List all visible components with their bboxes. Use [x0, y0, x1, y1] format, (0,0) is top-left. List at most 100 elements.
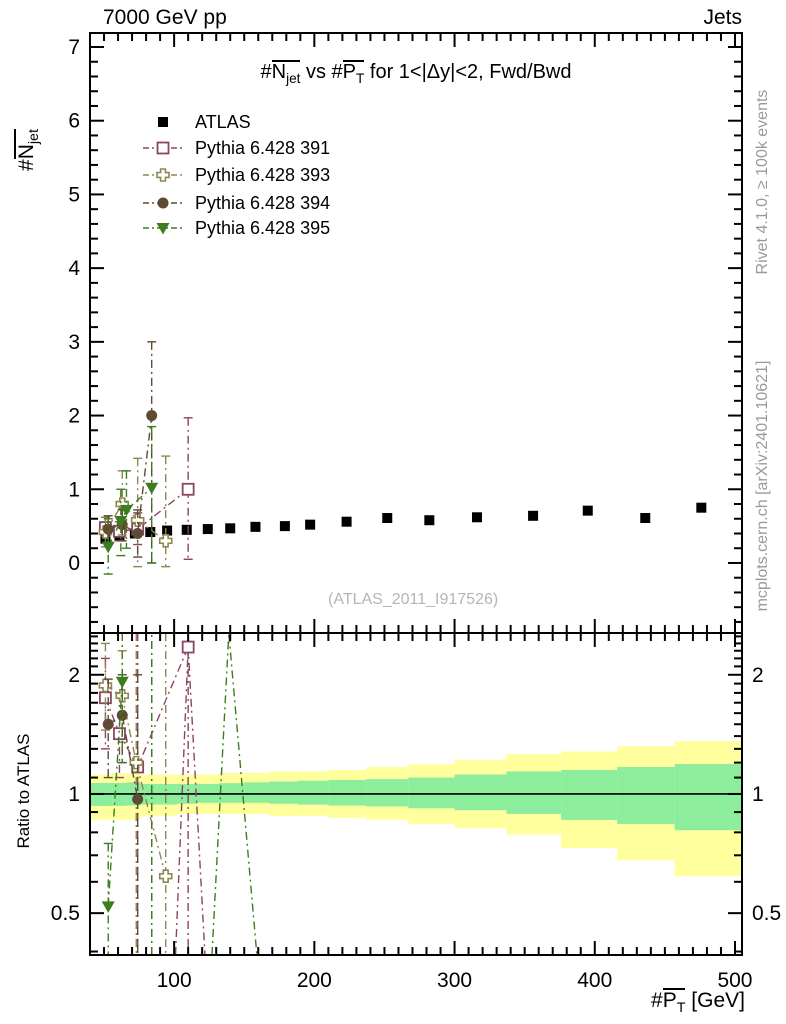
- tick-label: 2: [752, 664, 764, 687]
- data-point: [382, 513, 393, 524]
- data-point: [116, 709, 128, 721]
- data-point: [132, 527, 144, 539]
- series-line: [104, 646, 189, 769]
- analysis-id-watermark: (ATLAS_2011_I917526): [328, 591, 499, 608]
- tick-label: 7: [68, 36, 80, 59]
- band-green: [674, 764, 742, 831]
- series-p391: [99, 417, 195, 560]
- pythia-393-marker-icon: [143, 168, 183, 182]
- legend-item-pythia-391: Pythia 6.428 391: [141, 136, 330, 160]
- band-green: [328, 779, 367, 806]
- plot-title-hash1: #: [260, 61, 272, 83]
- tick-label: 0.5: [752, 902, 781, 925]
- data-point: [162, 525, 173, 536]
- data-point: [146, 410, 158, 422]
- band-green: [244, 782, 270, 803]
- data-point: [202, 524, 213, 535]
- series-line: [107, 714, 139, 800]
- data-point: [156, 141, 170, 155]
- tick-label: 100: [157, 969, 192, 992]
- analysis-group-label: Jets: [703, 6, 742, 29]
- data-point: [132, 793, 144, 805]
- tick-label: 400: [577, 969, 612, 992]
- data-point: [225, 523, 236, 534]
- tick-label: 0.5: [51, 902, 80, 925]
- legend-item-atlas: ATLAS: [141, 110, 251, 134]
- series-line: [107, 681, 123, 907]
- legend-label: Pythia 6.428 391: [195, 137, 331, 158]
- tick-label: 500: [717, 969, 752, 992]
- series-p395: [101, 425, 159, 575]
- legend-label: ATLAS: [195, 111, 251, 132]
- pythia-395-marker-icon: [143, 223, 183, 235]
- rivet-version-note: Rivet 4.1.0, ≥ 100k events: [754, 89, 771, 275]
- tick-label: 200: [297, 969, 332, 992]
- data-point: [98, 678, 113, 693]
- pythia-391-marker-icon: [143, 141, 183, 155]
- data-point: [156, 168, 170, 182]
- plot-title-pt: PT: [342, 60, 365, 86]
- data-point: [250, 521, 261, 532]
- uncertainty-bands: [90, 741, 742, 877]
- band-green: [269, 781, 298, 804]
- series-p393: [98, 455, 173, 568]
- data-point: [181, 482, 195, 496]
- tick-label: 3: [68, 331, 80, 354]
- data-point: [145, 482, 159, 495]
- data-point: [528, 510, 539, 521]
- data-point: [157, 197, 169, 209]
- x-axis-title: #PT [GeV]: [651, 988, 745, 1017]
- series-atlas: [100, 502, 707, 544]
- band-green: [561, 769, 618, 820]
- pythia-394-marker-icon: [143, 197, 183, 209]
- plot-title-njet: Njet: [271, 60, 301, 86]
- series-line: [107, 487, 153, 548]
- data-point: [471, 512, 482, 523]
- tick-label: 1: [752, 783, 764, 806]
- band-green: [366, 779, 409, 807]
- data-point: [582, 505, 593, 516]
- band-green: [218, 783, 245, 803]
- plot-title: #Njet vs #PT for 1<|Δy|<2, Fwd/Bwd: [0, 60, 786, 86]
- data-point: [279, 521, 290, 532]
- mcplots-reference-note: mcplots.cern.ch [arXiv:2401.10621]: [754, 360, 771, 612]
- legend-label: Pythia 6.428 395: [195, 217, 331, 238]
- tick-label: 1: [68, 478, 80, 501]
- data-point: [102, 718, 114, 730]
- tick-label: 1: [68, 783, 80, 806]
- ratio-axis-title: Ratio to ATLAS: [14, 733, 33, 849]
- tick-label: 300: [437, 969, 472, 992]
- data-point: [341, 516, 352, 527]
- data-point: [102, 523, 114, 535]
- plot-title-hash2: #: [331, 61, 343, 83]
- data-point: [114, 515, 128, 528]
- series-line: [105, 684, 167, 877]
- tick-label: 2: [68, 664, 80, 687]
- band-green: [617, 766, 675, 824]
- data-point: [158, 117, 168, 127]
- legend-item-pythia-394: Pythia 6.428 394: [141, 191, 330, 215]
- data-point: [113, 727, 126, 741]
- tick-label: 5: [68, 183, 80, 206]
- data-point: [145, 527, 156, 538]
- tick-label: 6: [68, 110, 80, 133]
- legend-label: Pythia 6.428 393: [195, 164, 331, 185]
- data-point: [305, 519, 316, 530]
- band-green: [454, 774, 507, 811]
- band-green: [297, 780, 329, 805]
- atlas-marker-icon: [158, 117, 168, 127]
- legend-item-pythia-393: Pythia 6.428 393: [141, 163, 330, 187]
- tick-label: 4: [68, 257, 80, 280]
- plot-title-tail: for 1<|Δy|<2, Fwd/Bwd: [364, 61, 572, 83]
- legend-label: Pythia 6.428 394: [195, 192, 331, 213]
- data-point: [158, 534, 173, 548]
- beam-energy-label: 7000 GeV pp: [103, 6, 227, 29]
- band-green: [506, 771, 562, 815]
- tick-label: 2: [68, 405, 80, 428]
- data-point: [129, 755, 144, 770]
- series-line: [108, 415, 153, 535]
- tick-label: 0: [68, 552, 80, 575]
- data-point: [696, 502, 707, 513]
- data-point: [101, 541, 115, 554]
